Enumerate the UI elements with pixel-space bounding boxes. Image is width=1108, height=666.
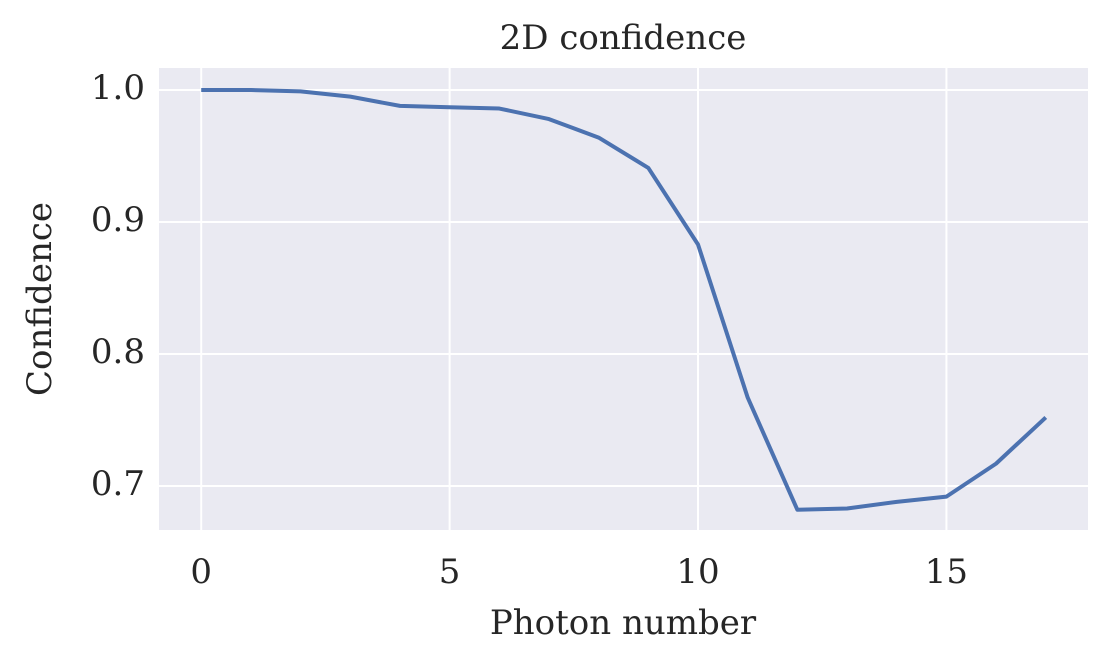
x-axis-label: Photon number	[490, 603, 757, 643]
x-tick-label: 15	[925, 552, 968, 592]
y-tick-label: 0.9	[91, 200, 145, 240]
x-tick-label: 5	[439, 552, 461, 592]
y-tick-label: 0.8	[91, 332, 145, 372]
y-tick-label: 1.0	[91, 68, 145, 108]
data-line	[201, 88, 1048, 512]
y-axis-label: Confidence	[20, 202, 60, 396]
plot-area	[159, 68, 1088, 530]
y-tick-label: 0.7	[91, 464, 145, 504]
chart-title: 2D confidence	[500, 18, 747, 58]
x-tick-label: 0	[190, 552, 212, 592]
x-tick-label: 10	[676, 552, 719, 592]
